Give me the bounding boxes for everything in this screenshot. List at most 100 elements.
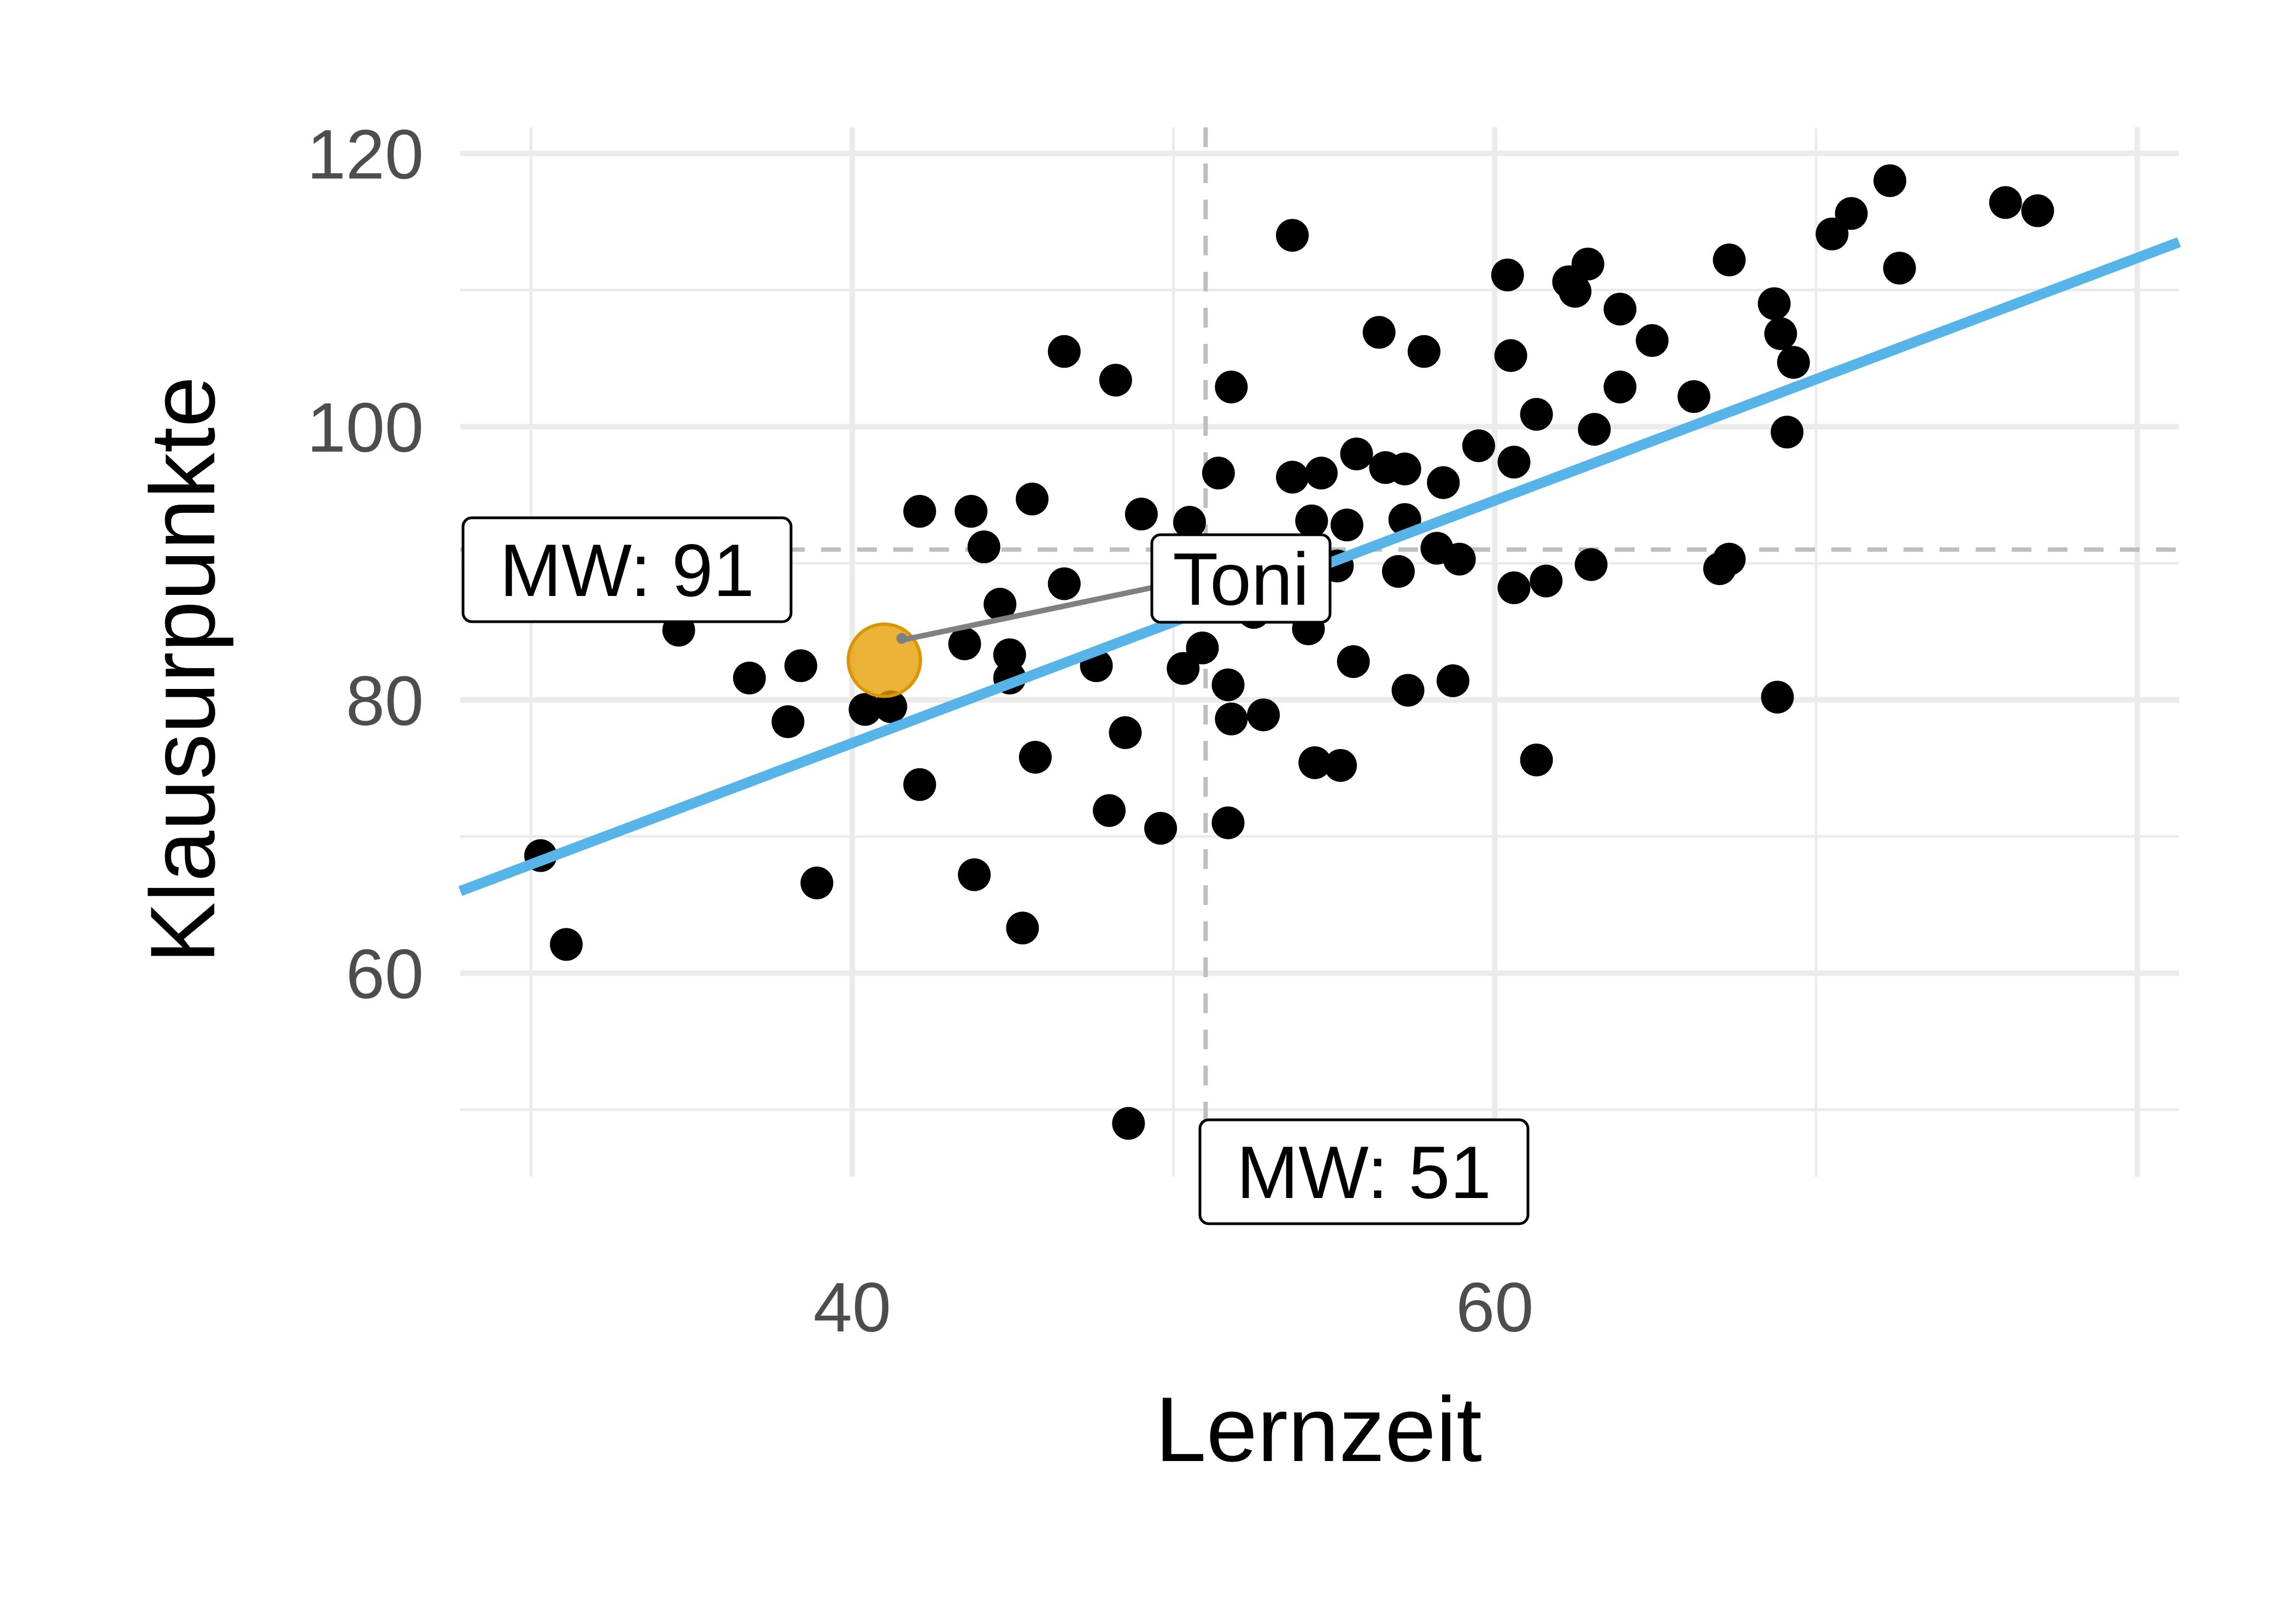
- data-point: [1873, 164, 1907, 197]
- data-point: [1173, 506, 1206, 539]
- data-point: [1047, 335, 1081, 368]
- data-point: [1109, 716, 1142, 749]
- data-point: [1211, 668, 1245, 702]
- data-point: [903, 768, 936, 801]
- data-point: [1247, 698, 1280, 732]
- data-point: [1427, 466, 1460, 499]
- data-point: [1883, 252, 1916, 285]
- annotation-labels: MW: 91 MW: 51 Toni: [461, 516, 1530, 1225]
- data-point: [1018, 740, 1052, 774]
- data-point: [1276, 460, 1309, 494]
- data-point: [1391, 674, 1425, 707]
- data-point: [1771, 416, 1804, 449]
- data-point: [1006, 911, 1039, 945]
- data-point: [1713, 243, 1746, 277]
- mean-y-label: MW: 91: [461, 516, 793, 623]
- mean-y-label-box: [461, 516, 793, 623]
- data-point: [1436, 664, 1469, 697]
- data-point: [1777, 346, 1810, 379]
- data-point: [1304, 457, 1338, 490]
- data-point: [848, 693, 882, 726]
- y-tick-label: 80: [346, 662, 424, 740]
- data-point: [1215, 370, 1248, 404]
- data-point: [1497, 446, 1531, 479]
- data-point: [1276, 219, 1309, 252]
- data-point: [1989, 186, 2022, 219]
- data-point: [733, 661, 766, 694]
- data-point: [1443, 542, 1476, 576]
- data-point: [1407, 335, 1440, 368]
- highlight-name-label-box: [1150, 533, 1332, 624]
- data-point: [2021, 194, 2054, 227]
- highlight-layer: [846, 622, 922, 698]
- data-point: [1112, 1107, 1145, 1140]
- data-point: [1099, 364, 1132, 397]
- data-point: [1571, 247, 1604, 281]
- data-point: [874, 690, 907, 723]
- highlight-point: [846, 622, 922, 698]
- data-point: [1295, 504, 1328, 537]
- data-point: [958, 858, 991, 891]
- data-point: [1047, 567, 1081, 600]
- mean-x-label-box: [1198, 1118, 1530, 1225]
- axis-tick-labels: 40 60 60 80 100 120: [307, 115, 1533, 1347]
- data-point: [1497, 571, 1531, 605]
- data-point: [1381, 555, 1415, 588]
- data-point: [1636, 324, 1669, 357]
- data-point: [1202, 457, 1235, 490]
- mean-y-label-text: MW: 91: [500, 529, 754, 612]
- data-point: [1491, 258, 1524, 291]
- data-point: [1603, 293, 1637, 326]
- toni-connector: [899, 582, 1165, 644]
- data-point: [1764, 317, 1797, 350]
- data-point: [1520, 398, 1553, 431]
- data-point: [1215, 702, 1248, 735]
- data-point: [1494, 339, 1527, 372]
- data-point: [1761, 680, 1794, 714]
- highlight-name-label-text: Toni: [1173, 537, 1309, 621]
- data-point: [1144, 811, 1178, 845]
- mean-x-label-text: MW: 51: [1237, 1131, 1491, 1214]
- data-point: [1520, 743, 1553, 776]
- data-point: [1758, 287, 1791, 320]
- data-point: [1167, 652, 1200, 685]
- data-point: [983, 588, 1017, 621]
- data-point: [1337, 645, 1370, 678]
- data-point: [800, 866, 834, 899]
- data-point: [784, 649, 817, 682]
- y-tick-label: 120: [307, 115, 424, 194]
- data-point: [1093, 794, 1126, 827]
- x-tick-label: 40: [813, 1269, 891, 1347]
- data-point: [1530, 564, 1563, 598]
- data-point: [771, 705, 805, 738]
- data-point: [1186, 632, 1219, 665]
- data-point: [1330, 509, 1363, 542]
- data-point: [1677, 380, 1711, 413]
- data-point: [954, 495, 988, 528]
- data-points: [524, 164, 2054, 1140]
- data-point: [1578, 413, 1611, 446]
- data-point: [549, 928, 583, 961]
- y-tick-label: 60: [346, 936, 424, 1014]
- data-point: [1388, 452, 1421, 486]
- data-point: [1603, 370, 1637, 404]
- data-point: [903, 495, 936, 528]
- data-point: [1835, 197, 1868, 230]
- x-tick-label: 60: [1456, 1269, 1533, 1347]
- data-point: [1340, 437, 1373, 471]
- data-point: [1298, 746, 1332, 779]
- y-tick-label: 100: [307, 389, 424, 467]
- data-point: [1211, 806, 1245, 839]
- data-point: [1362, 315, 1396, 349]
- data-point: [993, 638, 1026, 671]
- data-point: [1124, 498, 1158, 531]
- toni-connector-end: [896, 633, 907, 644]
- data-point: [1574, 548, 1608, 581]
- y-axis-title: Klausurpunkte: [131, 376, 234, 963]
- highlight-name-label: Toni: [1150, 533, 1332, 624]
- data-point: [1559, 274, 1592, 308]
- data-point: [948, 627, 981, 661]
- data-point: [1016, 482, 1049, 516]
